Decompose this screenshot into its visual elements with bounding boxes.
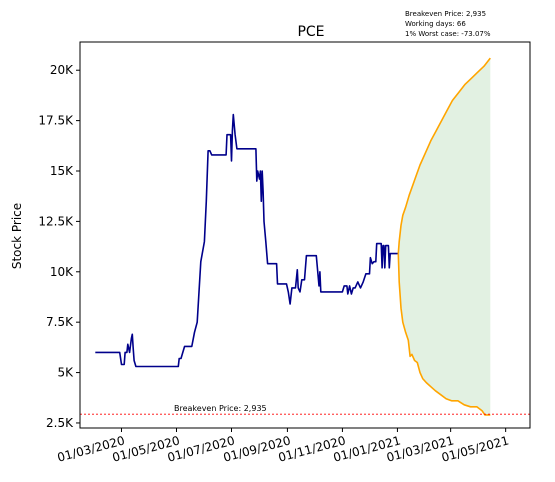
confidence-band — [398, 58, 491, 415]
annotation-worst-case: 1% Worst case: -73.07% — [405, 30, 491, 38]
historical-price-line — [95, 113, 399, 368]
y-tick-label: 5K — [57, 366, 74, 380]
y-tick-label: 15K — [50, 164, 74, 178]
series-layer — [95, 57, 491, 416]
lower-projection-line — [397, 253, 491, 416]
annotation-breakeven: Breakeven Price: 2,935 — [405, 10, 487, 18]
upper-projection-line — [397, 57, 491, 254]
y-axis-label: Stock Price — [10, 203, 24, 269]
y-tick-label: 12.5K — [38, 214, 74, 228]
y-tick-label: 7.5K — [46, 315, 74, 329]
annotation-working-days: Working days: 66 — [405, 20, 466, 28]
breakeven-line-layer: Breakeven Price: 2,935 — [80, 404, 530, 415]
y-tick-label: 10K — [50, 265, 74, 279]
y-tick-label: 17.5K — [38, 114, 74, 128]
breakeven-label: Breakeven Price: 2,935 — [174, 404, 267, 413]
y-tick-label: 20K — [50, 63, 74, 77]
confidence-band-layer — [398, 58, 491, 415]
y-tick-label: 2.5K — [46, 416, 74, 430]
plot-frame — [79, 41, 531, 429]
chart-title: PCE — [297, 24, 324, 40]
